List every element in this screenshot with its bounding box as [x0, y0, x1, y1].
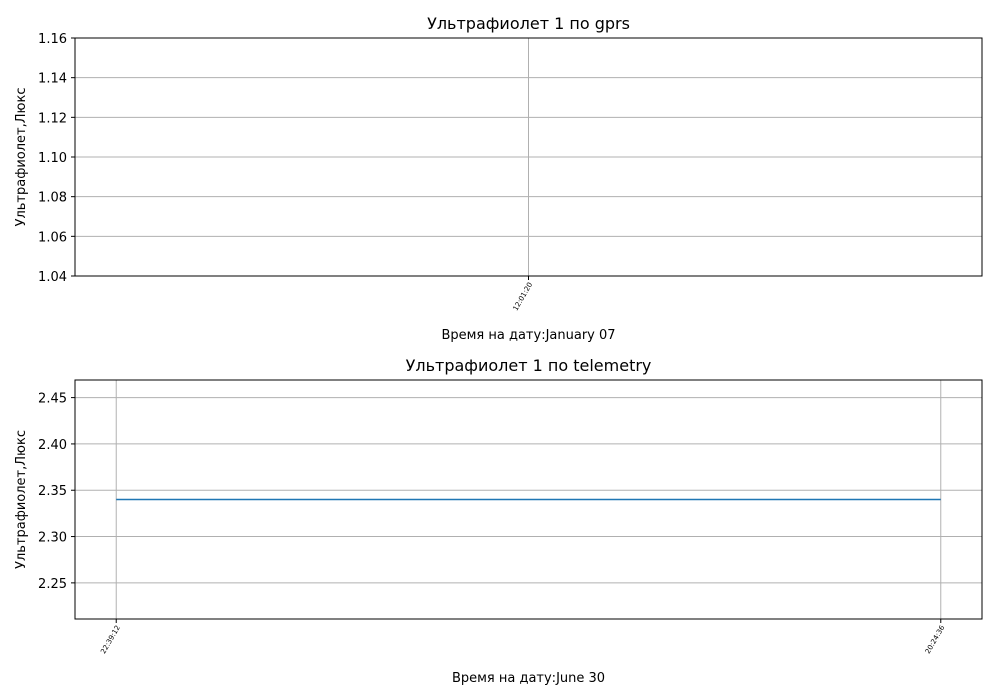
y-axis-label: Ультрафиолет,Люкс	[14, 88, 29, 227]
y-tick-label: 2.45	[38, 392, 67, 407]
y-tick-label: 2.40	[38, 438, 67, 453]
x-axis-label: Время на дату:June 30	[452, 671, 605, 686]
x-axis-label: Время на дату:January 07	[441, 328, 615, 343]
axes-frame	[74, 37, 983, 277]
subplot: Ультрафиолет 1 по telemetry Время на дату…	[14, 356, 983, 686]
subplot: Ультрафиолет 1 по gprs Время на дату:Janu…	[14, 14, 983, 343]
y-tick-label: 1.04	[38, 270, 67, 285]
chart-title: Ультрафиолет 1 по gprs	[427, 14, 630, 33]
x-tick-label: 12:01:20	[512, 281, 535, 312]
x-tick-label: 20:24:36	[924, 624, 947, 656]
y-tick-label: 1.16	[38, 32, 67, 47]
y-tick-label: 1.10	[38, 151, 67, 166]
y-tick-label: 1.12	[38, 111, 67, 126]
x-tick-label: 22:39:12	[99, 624, 122, 655]
chart-title: Ультрафиолет 1 по telemetry	[406, 356, 652, 375]
y-tick-label: 1.14	[38, 72, 67, 87]
y-axis-label: Ультрафиолет,Люкс	[14, 430, 29, 569]
axes-frame	[74, 379, 983, 620]
y-tick-label: 1.06	[38, 230, 67, 245]
y-tick-label: 1.08	[38, 191, 67, 206]
y-tick-label: 2.35	[38, 484, 67, 499]
y-tick-label: 2.30	[38, 531, 67, 546]
y-tick-label: 2.25	[38, 577, 67, 592]
